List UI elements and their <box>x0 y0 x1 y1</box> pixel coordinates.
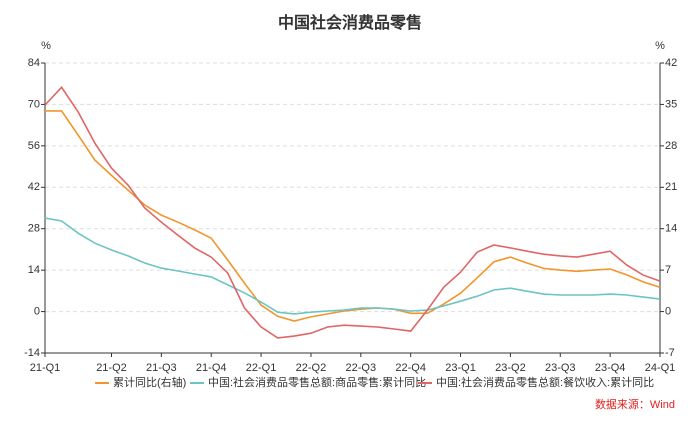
y-tick-label: -14 <box>24 347 40 359</box>
y-tick-label: 14 <box>28 264 40 276</box>
y-tick-label: 42 <box>28 181 40 193</box>
y-tick-label: 28 <box>28 223 40 235</box>
x-tick-label: 23-Q3 <box>545 362 576 374</box>
x-tick-label: 22-Q2 <box>296 362 327 374</box>
x-tick-label: 21-Q2 <box>96 362 127 374</box>
x-tick-label: 21-Q4 <box>196 362 227 374</box>
x-tick-label: 23-Q1 <box>445 362 476 374</box>
y2-tick-label: 14 <box>665 223 677 235</box>
y2-tick-label: 28 <box>665 140 677 152</box>
y-tick-label: 0 <box>34 305 40 317</box>
y2-tick-label: 21 <box>665 181 677 193</box>
x-tick-label: 22-Q1 <box>246 362 277 374</box>
series-line <box>44 217 661 315</box>
y2-tick-label: 42 <box>665 57 677 69</box>
series-line <box>44 86 661 339</box>
y2-tick-label: 7 <box>665 264 671 276</box>
legend-label: 中国:社会消费品零售总额:餐饮收入:累计同比 <box>436 375 654 389</box>
y2-axis-label: % <box>655 40 665 52</box>
chart-title: 中国社会消费品零售 <box>278 13 422 32</box>
x-tick-label: 21-Q1 <box>30 362 61 374</box>
source-note: 数据来源：Wind <box>595 397 675 411</box>
x-tick-label: 21-Q3 <box>146 362 177 374</box>
x-tick-label: 23-Q4 <box>595 362 626 374</box>
y-tick-label: 56 <box>28 140 40 152</box>
y-axis-label: % <box>41 40 51 52</box>
y2-tick-label: 35 <box>665 98 677 110</box>
x-tick-label: 22-Q3 <box>346 362 377 374</box>
y-tick-label: 70 <box>28 98 40 110</box>
x-tick-label: 24-Q1 <box>645 362 676 374</box>
y2-tick-label: 0 <box>665 305 671 317</box>
legend-label: 中国:社会消费品零售总额:商品零售:累计同比 <box>208 375 426 389</box>
x-tick-label: 22-Q4 <box>395 362 426 374</box>
y-tick-label: 84 <box>28 57 40 69</box>
legend-label: 累计同比(右轴) <box>113 375 186 389</box>
y2-tick-label: -7 <box>665 347 675 359</box>
series-line <box>45 110 661 322</box>
x-tick-label: 23-Q2 <box>495 362 526 374</box>
